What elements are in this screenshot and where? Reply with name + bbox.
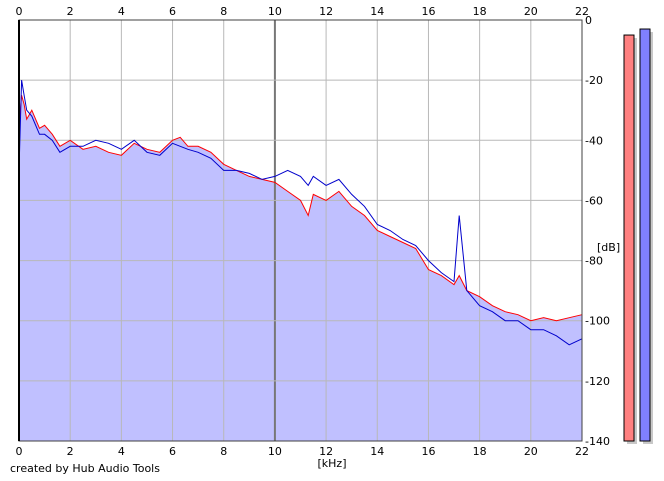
x-tick-label-bottom: 20 — [524, 445, 538, 458]
x-axis-label: [kHz] — [318, 457, 347, 470]
y-tick-label: -40 — [585, 134, 603, 147]
y-axis-label: [dB] — [597, 241, 620, 254]
x-tick-label-bottom: 6 — [169, 445, 176, 458]
series-line-1 — [18, 95, 583, 322]
x-tick-label-top: 14 — [370, 5, 384, 18]
x-tick-label-top: 8 — [220, 5, 227, 18]
x-tick-label-top: 18 — [473, 5, 487, 18]
x-tick-label-bottom: 2 — [67, 445, 74, 458]
x-tick-label-top: 2 — [67, 5, 74, 18]
x-tick-label-bottom: 8 — [220, 445, 227, 458]
y-tick-label: -120 — [585, 375, 610, 388]
y-tick-label: -140 — [585, 435, 610, 448]
x-tick-label-bottom: 12 — [319, 445, 333, 458]
x-tick-label-top: 6 — [169, 5, 176, 18]
x-tick-label-bottom: 4 — [118, 445, 125, 458]
x-tick-label-top: 10 — [268, 5, 282, 18]
x-tick-label-top: 4 — [118, 5, 125, 18]
x-tick-label-bottom: 16 — [421, 445, 435, 458]
series-line-2 — [18, 80, 583, 346]
y-axis-ticks: 0 -20 -40 -60 -80 -100 -120 -140 — [585, 14, 610, 448]
y-tick-label: -100 — [585, 315, 610, 328]
y-tick-label: -60 — [585, 194, 603, 207]
credit-text: created by Hub Audio Tools — [10, 462, 160, 475]
x-tick-label-bottom: 18 — [473, 445, 487, 458]
x-tick-label-bottom: 22 — [575, 445, 589, 458]
level-meters — [623, 28, 653, 445]
x-tick-label-top: 16 — [421, 5, 435, 18]
spectrum-fill-area — [19, 95, 582, 441]
level-meter-2 — [639, 28, 651, 442]
x-tick-label-top: 20 — [524, 5, 538, 18]
x-tick-label-bottom: 14 — [370, 445, 384, 458]
x-tick-label-bottom: 0 — [16, 445, 23, 458]
x-tick-label-top: 0 — [16, 5, 23, 18]
y-tick-label: 0 — [585, 14, 592, 27]
y-tick-label: -20 — [585, 74, 603, 87]
x-tick-label-top: 12 — [319, 5, 333, 18]
level-meter-1 — [623, 34, 635, 442]
x-tick-label-top: 22 — [575, 5, 589, 18]
x-tick-label-bottom: 10 — [268, 445, 282, 458]
y-tick-label: -80 — [585, 255, 603, 268]
spectrum-plot — [18, 19, 583, 442]
